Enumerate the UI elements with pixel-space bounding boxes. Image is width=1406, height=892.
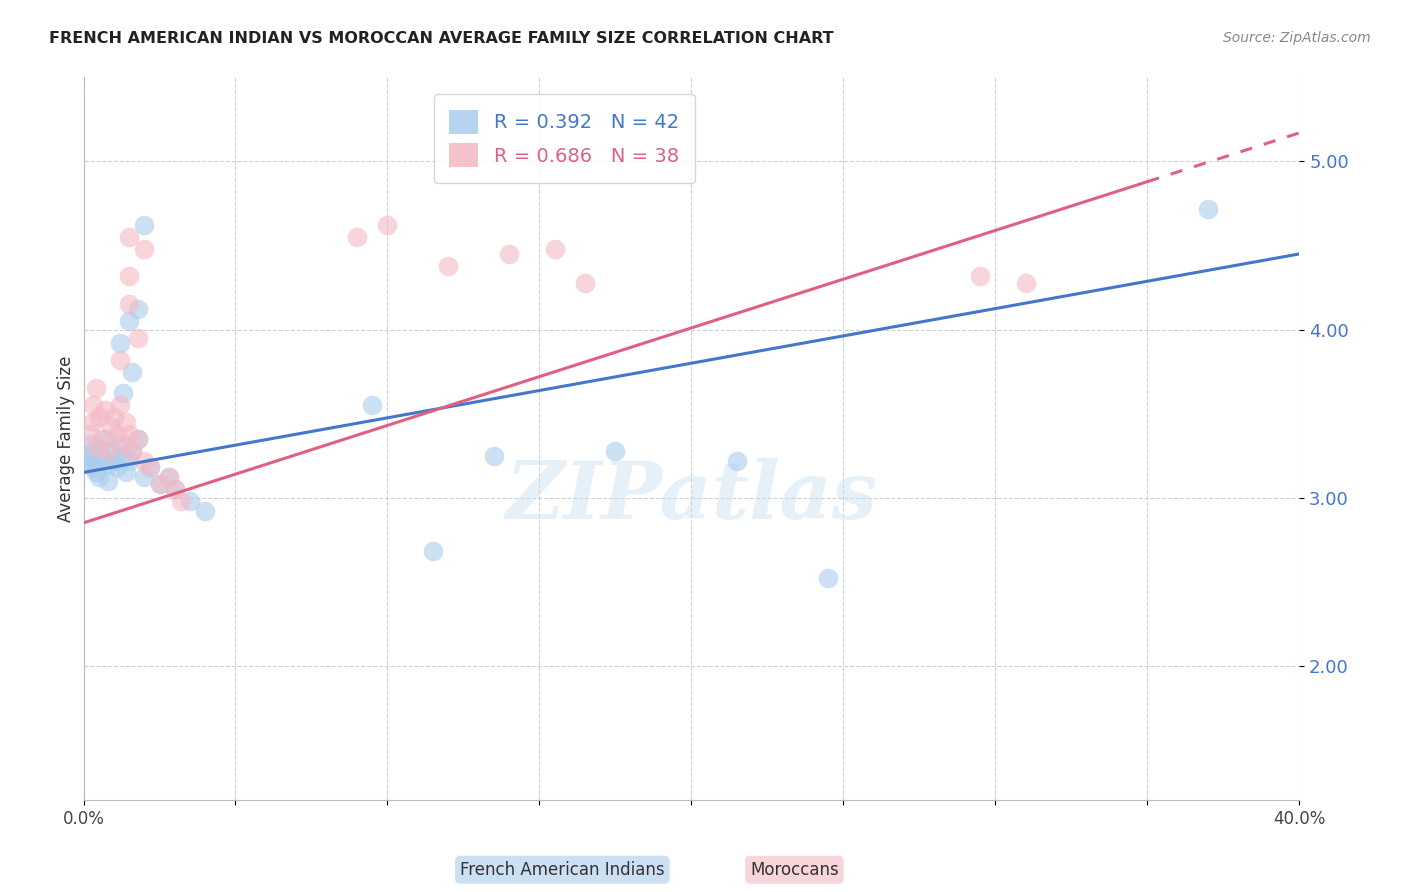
Point: [121, 443, 143, 458]
Point: [163, 482, 186, 496]
Point: [87, 470, 110, 484]
Point: [543, 242, 565, 256]
Point: [437, 259, 460, 273]
Point: [118, 230, 141, 244]
Point: [118, 453, 141, 467]
Point: [1197, 202, 1219, 216]
Point: [97, 443, 120, 458]
Legend: R = 0.392   N = 42, R = 0.686   N = 38: R = 0.392 N = 42, R = 0.686 N = 38: [433, 95, 695, 183]
Point: [94, 403, 117, 417]
Y-axis label: Average Family Size: Average Family Size: [58, 356, 75, 522]
Text: Moroccans: Moroccans: [749, 861, 839, 879]
Point: [112, 437, 135, 451]
Point: [139, 460, 162, 475]
Point: [121, 365, 143, 379]
Point: [108, 398, 131, 412]
Point: [179, 494, 201, 508]
Point: [115, 415, 138, 429]
Point: [127, 432, 149, 446]
Point: [817, 571, 839, 585]
Point: [100, 443, 122, 458]
Point: [112, 449, 135, 463]
Point: [76, 449, 98, 463]
Text: FRENCH AMERICAN INDIAN VS MOROCCAN AVERAGE FAMILY SIZE CORRELATION CHART: FRENCH AMERICAN INDIAN VS MOROCCAN AVERA…: [49, 31, 834, 46]
Point: [134, 242, 156, 256]
Text: ZIPatlas: ZIPatlas: [505, 458, 877, 535]
Point: [422, 544, 444, 558]
Point: [87, 409, 110, 424]
Point: [157, 470, 180, 484]
Point: [127, 302, 149, 317]
Point: [79, 426, 101, 441]
Point: [134, 470, 156, 484]
Point: [108, 437, 131, 451]
Point: [134, 453, 156, 467]
Point: [121, 443, 143, 458]
Point: [90, 449, 112, 463]
Point: [482, 449, 505, 463]
Text: French American Indians: French American Indians: [460, 861, 665, 879]
Point: [127, 432, 149, 446]
Point: [157, 470, 180, 484]
Point: [574, 276, 596, 290]
Point: [148, 477, 170, 491]
Point: [82, 460, 104, 475]
Point: [100, 420, 122, 434]
Point: [115, 466, 138, 480]
Point: [108, 336, 131, 351]
Point: [605, 443, 627, 458]
Text: Source: ZipAtlas.com: Source: ZipAtlas.com: [1223, 31, 1371, 45]
Point: [87, 440, 110, 454]
Point: [163, 482, 186, 496]
Point: [97, 474, 120, 488]
Point: [170, 494, 193, 508]
Point: [108, 352, 131, 367]
Point: [84, 453, 107, 467]
Point: [82, 443, 104, 458]
Point: [148, 477, 170, 491]
Point: [118, 426, 141, 441]
Point: [84, 440, 107, 454]
Point: [194, 504, 217, 518]
Point: [377, 219, 399, 233]
Point: [118, 268, 141, 283]
Point: [84, 381, 107, 395]
Point: [725, 453, 748, 467]
Point: [79, 437, 101, 451]
Point: [118, 314, 141, 328]
Point: [118, 297, 141, 311]
Point: [82, 398, 104, 412]
Point: [112, 386, 135, 401]
Point: [346, 230, 368, 244]
Point: [969, 268, 991, 283]
Point: [105, 426, 128, 441]
Point: [134, 219, 156, 233]
Point: [79, 457, 101, 471]
Point: [97, 457, 120, 471]
Point: [103, 409, 125, 424]
Point: [90, 432, 112, 446]
Point: [1015, 276, 1038, 290]
Point: [94, 432, 117, 446]
Point: [361, 398, 384, 412]
Point: [127, 331, 149, 345]
Point: [498, 247, 520, 261]
Point: [84, 466, 107, 480]
Point: [139, 460, 162, 475]
Point: [103, 453, 125, 467]
Point: [82, 415, 104, 429]
Point: [105, 460, 128, 475]
